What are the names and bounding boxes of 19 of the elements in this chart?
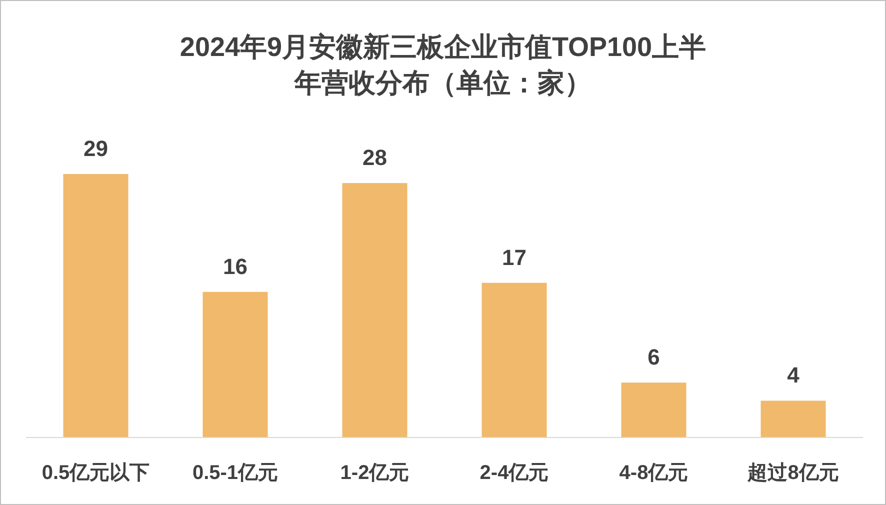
- bar: [482, 282, 547, 437]
- data-label: 29: [84, 136, 108, 161]
- x-tick-label: 0.5亿元以下: [42, 462, 150, 484]
- x-tick-label: 超过8亿元: [746, 462, 839, 484]
- data-label: 6: [648, 344, 660, 370]
- data-label: 16: [223, 254, 248, 279]
- x-tick-label: 0.5-1亿元: [192, 462, 278, 484]
- bar: [63, 174, 128, 437]
- bar: [621, 382, 686, 437]
- chart-title: 2024年9月安徽新三板企业市值TOP100上半年营收分布（单位：家）: [178, 31, 708, 100]
- data-label: 4: [787, 362, 800, 388]
- bar: [202, 292, 268, 437]
- x-tick-label: 2-4亿元: [480, 462, 549, 484]
- data-label: 28: [362, 145, 387, 170]
- x-tick-label: 1-2亿元: [340, 462, 410, 484]
- bar: [342, 183, 408, 437]
- bar: [760, 400, 826, 437]
- x-tick-label: 4-8亿元: [619, 462, 688, 484]
- data-label: 17: [502, 244, 526, 270]
